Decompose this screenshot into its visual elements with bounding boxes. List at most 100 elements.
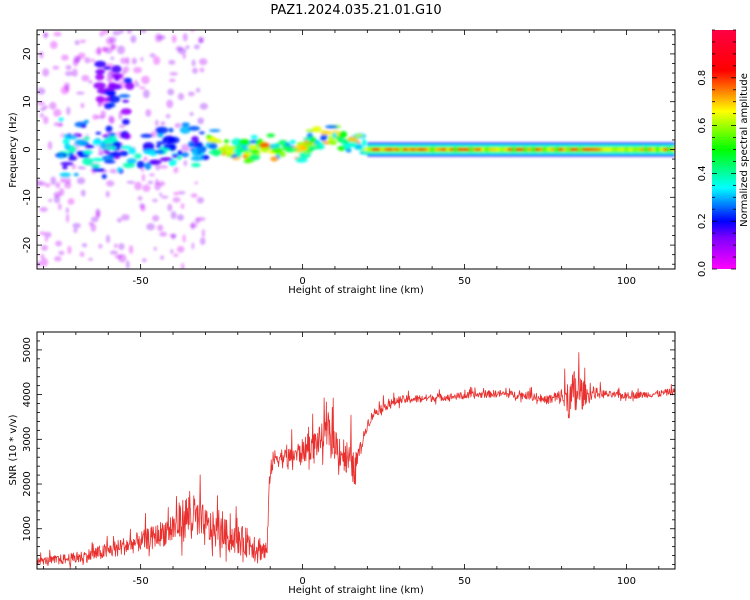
spectral-blob bbox=[176, 245, 185, 253]
spectral-blob bbox=[125, 56, 130, 66]
spectral-blob bbox=[190, 155, 204, 161]
spectral-blob bbox=[148, 159, 162, 165]
spectral-blob bbox=[169, 71, 178, 76]
spectral-blob bbox=[142, 142, 155, 151]
spectral-blob bbox=[171, 34, 177, 43]
spectral-blob bbox=[65, 213, 70, 223]
y-tick-label: 0 bbox=[22, 146, 33, 152]
spectral-blob bbox=[44, 236, 48, 243]
spectral-blob bbox=[193, 44, 200, 50]
spectral-blob bbox=[190, 193, 198, 198]
spectral-blob bbox=[145, 109, 152, 117]
spectral-blob bbox=[106, 102, 116, 108]
spectral-blob bbox=[181, 143, 190, 153]
spectral-blob bbox=[118, 124, 126, 128]
spectral-blob bbox=[247, 144, 258, 150]
spectral-blob bbox=[211, 148, 222, 157]
spectral-blob bbox=[88, 257, 93, 261]
x-tick-label: -50 bbox=[132, 576, 148, 587]
spectral-blob bbox=[42, 68, 50, 77]
snr-x-label: Height of straight line (km) bbox=[288, 585, 424, 596]
spectral-blob bbox=[267, 143, 280, 149]
spectral-blob bbox=[65, 65, 72, 70]
y-tick-label: 4000 bbox=[22, 382, 33, 407]
spectral-blob bbox=[97, 46, 102, 56]
spectral-blob bbox=[101, 173, 107, 180]
spectral-blob bbox=[72, 68, 78, 77]
spectral-blob bbox=[111, 43, 115, 51]
spectral-blob bbox=[289, 139, 296, 145]
spectral-blob bbox=[123, 77, 133, 84]
spectral-blob bbox=[67, 245, 72, 255]
spectral-blob bbox=[196, 147, 203, 156]
spectrogram-x-ticks: -50 0 50 100 bbox=[43, 30, 660, 287]
spectral-blob bbox=[95, 131, 102, 135]
spectral-blob bbox=[103, 66, 112, 70]
spectral-blob bbox=[108, 95, 121, 103]
spectral-blob bbox=[40, 257, 49, 267]
spectral-blob bbox=[266, 133, 275, 138]
spectral-blob bbox=[191, 162, 201, 168]
spectral-blob bbox=[174, 122, 182, 129]
spectral-blob bbox=[188, 125, 201, 131]
spectral-blob bbox=[331, 132, 338, 138]
spectral-blob bbox=[243, 158, 252, 164]
spectral-blob bbox=[49, 101, 57, 110]
spectral-blob bbox=[92, 139, 102, 146]
spectral-blob bbox=[208, 129, 221, 133]
spectral-blob bbox=[120, 108, 132, 115]
spectral-blob bbox=[155, 163, 161, 171]
spectral-blob bbox=[134, 181, 142, 191]
spectral-blob bbox=[64, 181, 72, 189]
spectral-blob bbox=[191, 135, 199, 143]
spectral-blob bbox=[84, 136, 90, 141]
spectral-blob bbox=[90, 223, 97, 232]
spectral-blob bbox=[166, 99, 174, 109]
spectral-blob bbox=[80, 102, 85, 109]
spectral-blob bbox=[168, 59, 176, 65]
x-tick-label: 100 bbox=[617, 276, 636, 287]
spectral-blob bbox=[345, 142, 358, 147]
spectral-blob bbox=[73, 172, 79, 177]
spectral-blob bbox=[76, 177, 86, 185]
x-tick-label: 0 bbox=[299, 576, 305, 587]
spectral-blob bbox=[126, 180, 136, 184]
spectral-blob bbox=[231, 138, 243, 146]
spectral-blob bbox=[128, 147, 136, 155]
spectral-blob bbox=[249, 153, 261, 161]
spectral-blob bbox=[189, 111, 194, 117]
spectral-blob bbox=[67, 156, 78, 161]
spectral-blob bbox=[191, 59, 196, 67]
spectral-blob bbox=[80, 189, 86, 197]
spectral-blob bbox=[77, 165, 87, 170]
spectral-blob bbox=[198, 131, 205, 135]
spectral-blob bbox=[141, 168, 145, 172]
figure-title: PAZ1.2024.035.21.01.G10 bbox=[270, 3, 441, 18]
spectral-blob bbox=[37, 87, 46, 95]
spectral-blob bbox=[67, 198, 75, 205]
spectral-blob bbox=[192, 67, 198, 74]
spectral-blob bbox=[173, 166, 179, 174]
spectral-blob bbox=[177, 47, 187, 55]
spectral-blob bbox=[118, 94, 131, 98]
spectral-blob bbox=[177, 92, 185, 101]
spectral-blob bbox=[105, 125, 113, 133]
spectral-blob bbox=[320, 130, 331, 136]
spectral-blob bbox=[154, 182, 161, 191]
spectral-blob bbox=[302, 137, 313, 141]
spectral-blob bbox=[120, 57, 128, 64]
spectral-blob bbox=[134, 153, 142, 159]
spectral-blob bbox=[111, 65, 122, 73]
spectral-blob bbox=[125, 260, 130, 269]
spectral-blob bbox=[156, 144, 162, 149]
colorbar-gradient bbox=[712, 30, 736, 269]
spectral-blob bbox=[91, 216, 99, 223]
spectral-blob bbox=[53, 31, 62, 37]
colorbar-tick-label: 0.0 bbox=[697, 261, 708, 277]
spectral-blob bbox=[58, 250, 65, 256]
spectral-blob bbox=[107, 83, 118, 88]
spectral-blob bbox=[142, 89, 150, 99]
spectral-blob bbox=[82, 157, 94, 166]
spectral-blob bbox=[271, 147, 279, 153]
spectral-blob bbox=[278, 151, 286, 158]
